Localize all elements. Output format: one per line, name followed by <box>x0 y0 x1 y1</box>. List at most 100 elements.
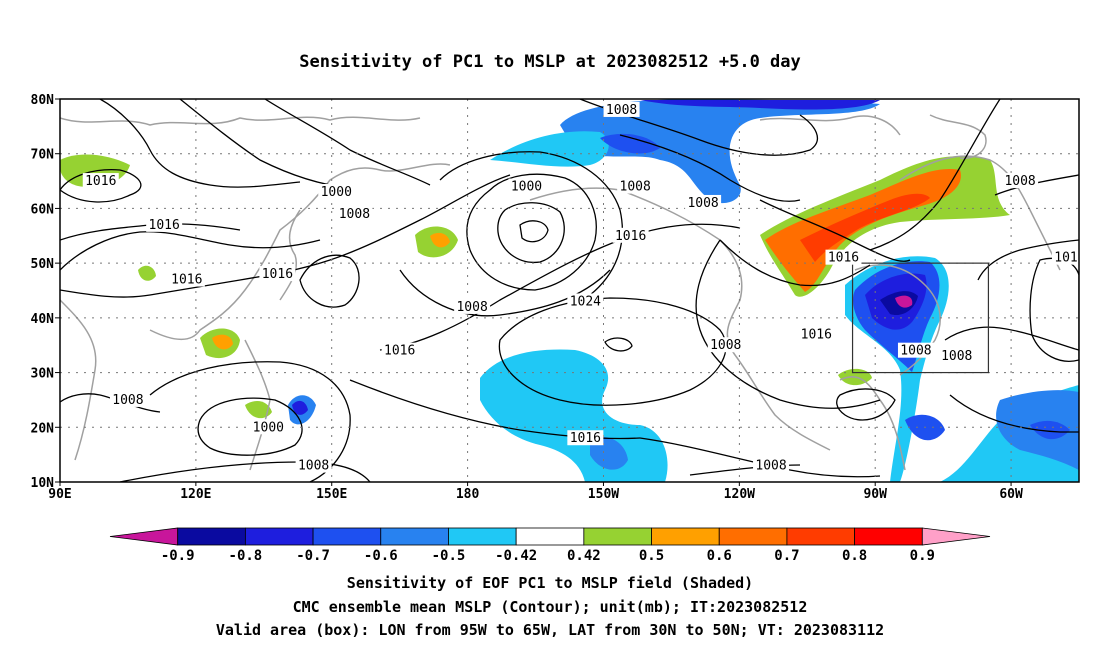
contour-label: 1016 <box>570 431 601 446</box>
contour-label-bg <box>109 391 146 407</box>
contour-label: 1016 <box>85 174 116 189</box>
colorbar-swatch <box>651 527 720 546</box>
contour-label-bg <box>938 348 975 364</box>
contour-label: 1008 <box>620 180 651 195</box>
contour-label-bg <box>567 293 604 309</box>
contour-label-bg <box>381 342 418 358</box>
lon-label: 90W <box>863 487 887 502</box>
contour-label: 1008 <box>456 300 487 315</box>
contour-label: 1024 <box>570 294 601 309</box>
contour-label-bg <box>685 194 722 210</box>
colorbar-label: -0.42 <box>495 548 537 564</box>
contour-label: 1000 <box>321 185 352 200</box>
colorbar-right-triangle <box>921 527 991 546</box>
lat-label: 20N <box>31 421 55 436</box>
colorbar-swatch <box>718 527 788 546</box>
valid-area-box <box>851 262 990 374</box>
caption-line-1: Sensitivity of EOF PC1 to MSLP field (Sh… <box>347 574 753 592</box>
contour-label: 1016 <box>1054 251 1085 266</box>
lat-label: 80N <box>31 93 55 108</box>
colorbar <box>109 527 991 546</box>
colorbar-swatch <box>448 527 517 546</box>
colorbar-swatch <box>380 527 449 546</box>
contour-label: 1016 <box>828 251 859 266</box>
lat-label: 40N <box>31 312 55 327</box>
colorbar-label: 0.9 <box>910 548 935 564</box>
lon-label: 120W <box>724 487 755 502</box>
contour-label-bg <box>336 205 373 221</box>
colorbar-swatch <box>177 527 246 546</box>
contour-label-bg <box>707 337 744 353</box>
contour-label: 1016 <box>149 218 180 233</box>
contour-label-bg <box>1002 173 1039 189</box>
contour-label: 1008 <box>900 344 931 359</box>
latitude-labels: 80N 70N 60N 50N 40N 30N 20N 10N <box>31 93 55 491</box>
colorbar-label: -0.6 <box>364 548 398 564</box>
contour-labels: 1016 1000 1008 1016 1016 1016 1000 1008 1008 1008… <box>82 101 1085 474</box>
contour-label-bg <box>612 227 649 243</box>
lat-label: 50N <box>31 257 55 272</box>
colorbar-swatch <box>312 527 382 546</box>
caption-line-2: CMC ensemble mean MSLP (Contour); unit(m… <box>293 598 808 616</box>
colorbar-label: -0.8 <box>229 548 263 564</box>
contour-label-bg <box>146 216 183 232</box>
contour-label: 1000 <box>253 420 284 435</box>
contour-label-bg <box>897 342 934 358</box>
lat-label: 60N <box>31 202 55 217</box>
colorbar-swatch <box>515 527 585 546</box>
contour-label-bg <box>753 457 790 473</box>
contour-label-bg <box>798 326 835 342</box>
lon-label: 180 <box>456 487 480 502</box>
lon-label: 150W <box>588 487 619 502</box>
longitude-labels: 90E 120E 150E 180 150W 120W 90W 60W <box>48 487 1023 502</box>
contour-label: 1008 <box>298 459 329 474</box>
lon-label: 120E <box>180 487 211 502</box>
contour-label-bg <box>508 178 545 194</box>
contour-label-bg <box>295 457 332 473</box>
colorbar-label: 0.42 <box>567 548 601 564</box>
colorbar-swatch <box>244 527 314 546</box>
lat-label: 10N <box>31 476 55 491</box>
lon-label: 90E <box>48 487 71 502</box>
contour-label-bg <box>825 249 862 265</box>
map-area: 1016 1000 1008 1016 1016 1016 1000 1008 1008 1008… <box>60 99 1085 482</box>
shaded-field <box>60 99 1079 482</box>
colorbar-swatch <box>854 527 923 546</box>
contour-label-bg <box>259 266 296 282</box>
contour-label-bg <box>603 101 640 117</box>
colorbar-label: 0.8 <box>842 548 867 564</box>
contour-label: 1016 <box>262 267 293 282</box>
map-title: Sensitivity of PC1 to MSLP at 2023082512… <box>299 52 801 72</box>
contour-label: 1000 <box>511 180 542 195</box>
colorbar-label: 0.7 <box>774 548 799 564</box>
contour-label-bg <box>250 419 287 435</box>
contour-label: 1016 <box>615 229 646 244</box>
contour-label: 1008 <box>112 393 143 408</box>
contour-label-bg <box>82 173 119 189</box>
colorbar-swatch <box>583 527 652 546</box>
lon-label: 60W <box>999 487 1023 502</box>
axis-ticks <box>55 98 1012 486</box>
contour-label: 1008 <box>710 338 741 353</box>
contour-label: 1008 <box>606 103 637 118</box>
colorbar-left-triangle <box>109 527 179 546</box>
map-frame <box>59 98 1080 483</box>
contour-label: 1016 <box>801 327 832 342</box>
colorbar-labels: -0.9 -0.8 -0.7 -0.6 -0.5 -0.42 0.42 0.5 0.6 0.7 0.… <box>161 548 935 564</box>
contour-label-bg <box>1051 249 1079 265</box>
contour-label: 1008 <box>1004 174 1035 189</box>
contour-label: 1008 <box>339 207 370 222</box>
contour-label: 1016 <box>384 344 415 359</box>
colorbar-label: 0.6 <box>707 548 732 564</box>
colorbar-swatch <box>786 527 856 546</box>
colorbar-label: 0.5 <box>639 548 664 564</box>
contour-label: 1008 <box>941 349 972 364</box>
contour-label-bg <box>168 271 205 287</box>
colorbar-label: -0.7 <box>296 548 330 564</box>
contour-label-bg <box>567 430 604 446</box>
lat-label: 30N <box>31 367 55 382</box>
lon-label: 150E <box>316 487 347 502</box>
contour-label: 1008 <box>687 196 718 211</box>
contour-label-bg <box>318 184 355 200</box>
contour-label: 1016 <box>171 273 202 288</box>
